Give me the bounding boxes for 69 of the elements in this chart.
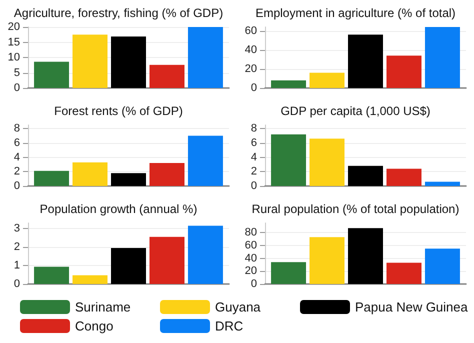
y-tick-label: 0 <box>14 180 20 192</box>
y-tick-label: 5 <box>14 66 20 79</box>
bar <box>348 228 383 284</box>
bar <box>111 173 146 186</box>
bar <box>424 27 460 88</box>
y-tick-label: 2 <box>14 241 20 254</box>
chart-title: Forest rents (% of GDP) <box>54 104 183 118</box>
y-tick-label: 0 <box>14 82 20 94</box>
bar <box>34 62 70 88</box>
y-tick-label: 20 <box>244 62 257 75</box>
y-tick-label: 0 <box>250 82 257 94</box>
chart-title: Population growth (annual %) <box>40 202 198 216</box>
y-tick-label: 2 <box>250 166 257 178</box>
y-tick-label: 6 <box>250 136 257 149</box>
bar <box>271 262 306 284</box>
bar <box>386 262 422 284</box>
legend-label: Papua New Guinea <box>355 300 469 314</box>
y-tick-label: 0 <box>250 278 257 290</box>
y-tick-label: 20 <box>244 265 257 278</box>
y-tick-label: 4 <box>250 151 257 164</box>
y-tick-label: 4 <box>14 151 20 164</box>
y-tick-label: 0 <box>14 278 20 290</box>
bar <box>72 275 108 284</box>
y-tick-label: 8 <box>14 122 20 135</box>
legend-label: Congo <box>75 318 114 334</box>
y-tick-label: 40 <box>244 44 257 56</box>
chart-title: Rural population (% of total population) <box>252 202 460 216</box>
bar <box>188 136 223 186</box>
bar <box>271 134 306 186</box>
y-tick-label: 2 <box>14 166 20 178</box>
bar <box>149 236 184 284</box>
legend-label: Guyana <box>215 300 262 314</box>
y-tick-label: 10 <box>8 52 20 64</box>
bar <box>111 248 146 284</box>
y-tick-label: 20 <box>8 21 20 33</box>
chart-title: Employment in agriculture (% of total) <box>255 6 456 20</box>
bar <box>149 163 184 186</box>
y-tick-label: 3 <box>14 222 20 235</box>
bar <box>34 170 70 186</box>
bar <box>188 27 223 88</box>
legend-label: DRC <box>215 318 244 334</box>
legend-label: Suriname <box>75 300 131 314</box>
y-tick-label: 80 <box>244 226 257 239</box>
bar <box>111 36 146 88</box>
bar <box>348 34 383 88</box>
y-tick-label: 0 <box>250 180 257 192</box>
y-tick-label: 60 <box>244 24 257 37</box>
y-tick-label: 6 <box>14 136 20 149</box>
chart-title: GDP per capita (1,000 US$) <box>280 104 430 118</box>
y-tick-label: 60 <box>244 239 257 252</box>
bar <box>310 237 345 284</box>
bar <box>271 80 306 88</box>
y-tick-label: 40 <box>244 252 257 264</box>
bar <box>310 72 345 88</box>
bar <box>386 168 422 186</box>
bar <box>424 248 460 284</box>
bar <box>188 226 223 284</box>
y-tick-label: 8 <box>250 122 257 135</box>
bar <box>72 162 108 186</box>
bar <box>149 64 184 88</box>
bar <box>386 56 422 88</box>
bar <box>34 266 70 284</box>
y-tick-label: 1 <box>14 260 20 272</box>
y-tick-label: 15 <box>8 36 20 48</box>
bar <box>348 166 383 186</box>
bar <box>424 182 460 186</box>
bar <box>72 34 108 88</box>
bar <box>310 138 345 186</box>
chart-title: Agriculture, forestry, fishing (% of GDP) <box>14 6 224 20</box>
